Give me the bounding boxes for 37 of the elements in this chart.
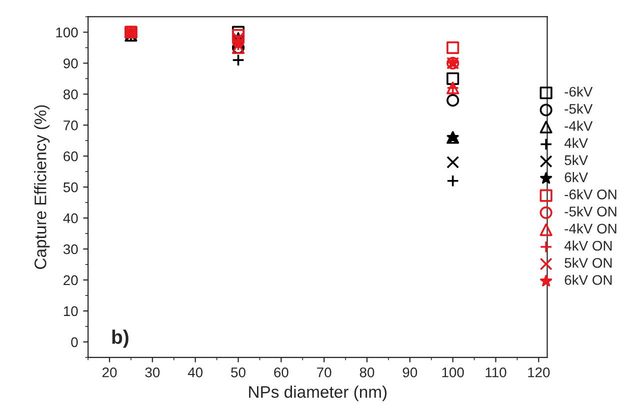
y-tick-label: 60 bbox=[64, 151, 78, 162]
y-tick-label: 70 bbox=[64, 120, 78, 130]
x-tick-label: 90 bbox=[402, 367, 418, 378]
legend-label: 5kV ON bbox=[564, 258, 612, 268]
legend-label: 6kV ON bbox=[564, 274, 612, 285]
x-tick-label: 110 bbox=[486, 367, 506, 378]
legend-label: 4kV bbox=[564, 138, 588, 148]
x-tick-label: 70 bbox=[317, 367, 332, 378]
x-tick-label: 60 bbox=[274, 367, 288, 378]
x-tick-label: 40 bbox=[188, 367, 203, 378]
y-tick-label: 30 bbox=[63, 244, 78, 254]
y-tick-label: 20 bbox=[64, 275, 78, 286]
x-tick-label: 50 bbox=[231, 367, 246, 378]
x-tick-label: 100 bbox=[442, 367, 464, 378]
x-tick-label: 80 bbox=[360, 367, 374, 378]
legend-label: -4kV ON bbox=[564, 223, 616, 234]
legend-label: 4kV ON bbox=[564, 240, 612, 251]
y-tick-label: 10 bbox=[64, 306, 78, 316]
legend-label: -5kV ON bbox=[564, 206, 616, 216]
y-tick-label: 90 bbox=[64, 58, 78, 68]
annotation: b) bbox=[112, 330, 128, 348]
x-axis-title: NPs diameter (nm) bbox=[249, 386, 387, 402]
legend-label: -5kV bbox=[564, 104, 593, 114]
y-tick-label: 100 bbox=[56, 28, 78, 38]
y-tick-label: 50 bbox=[63, 182, 78, 192]
legend-label: -4kV bbox=[564, 120, 593, 131]
legend-label: 6kV bbox=[564, 172, 588, 182]
legend-label: -6kV bbox=[564, 86, 593, 97]
y-tick-label: 40 bbox=[63, 213, 78, 224]
x-tick-label: 20 bbox=[102, 367, 117, 378]
x-tick-label: 120 bbox=[528, 367, 550, 378]
legend-label: -6kV ON bbox=[564, 189, 616, 200]
y-tick-label: 80 bbox=[63, 89, 78, 100]
y-axis-title: Capture Efficiency (%) bbox=[34, 105, 50, 269]
legend-label: 5kV bbox=[564, 154, 588, 166]
y-tick-label: 0 bbox=[71, 337, 78, 348]
x-tick-label: 30 bbox=[145, 367, 160, 378]
